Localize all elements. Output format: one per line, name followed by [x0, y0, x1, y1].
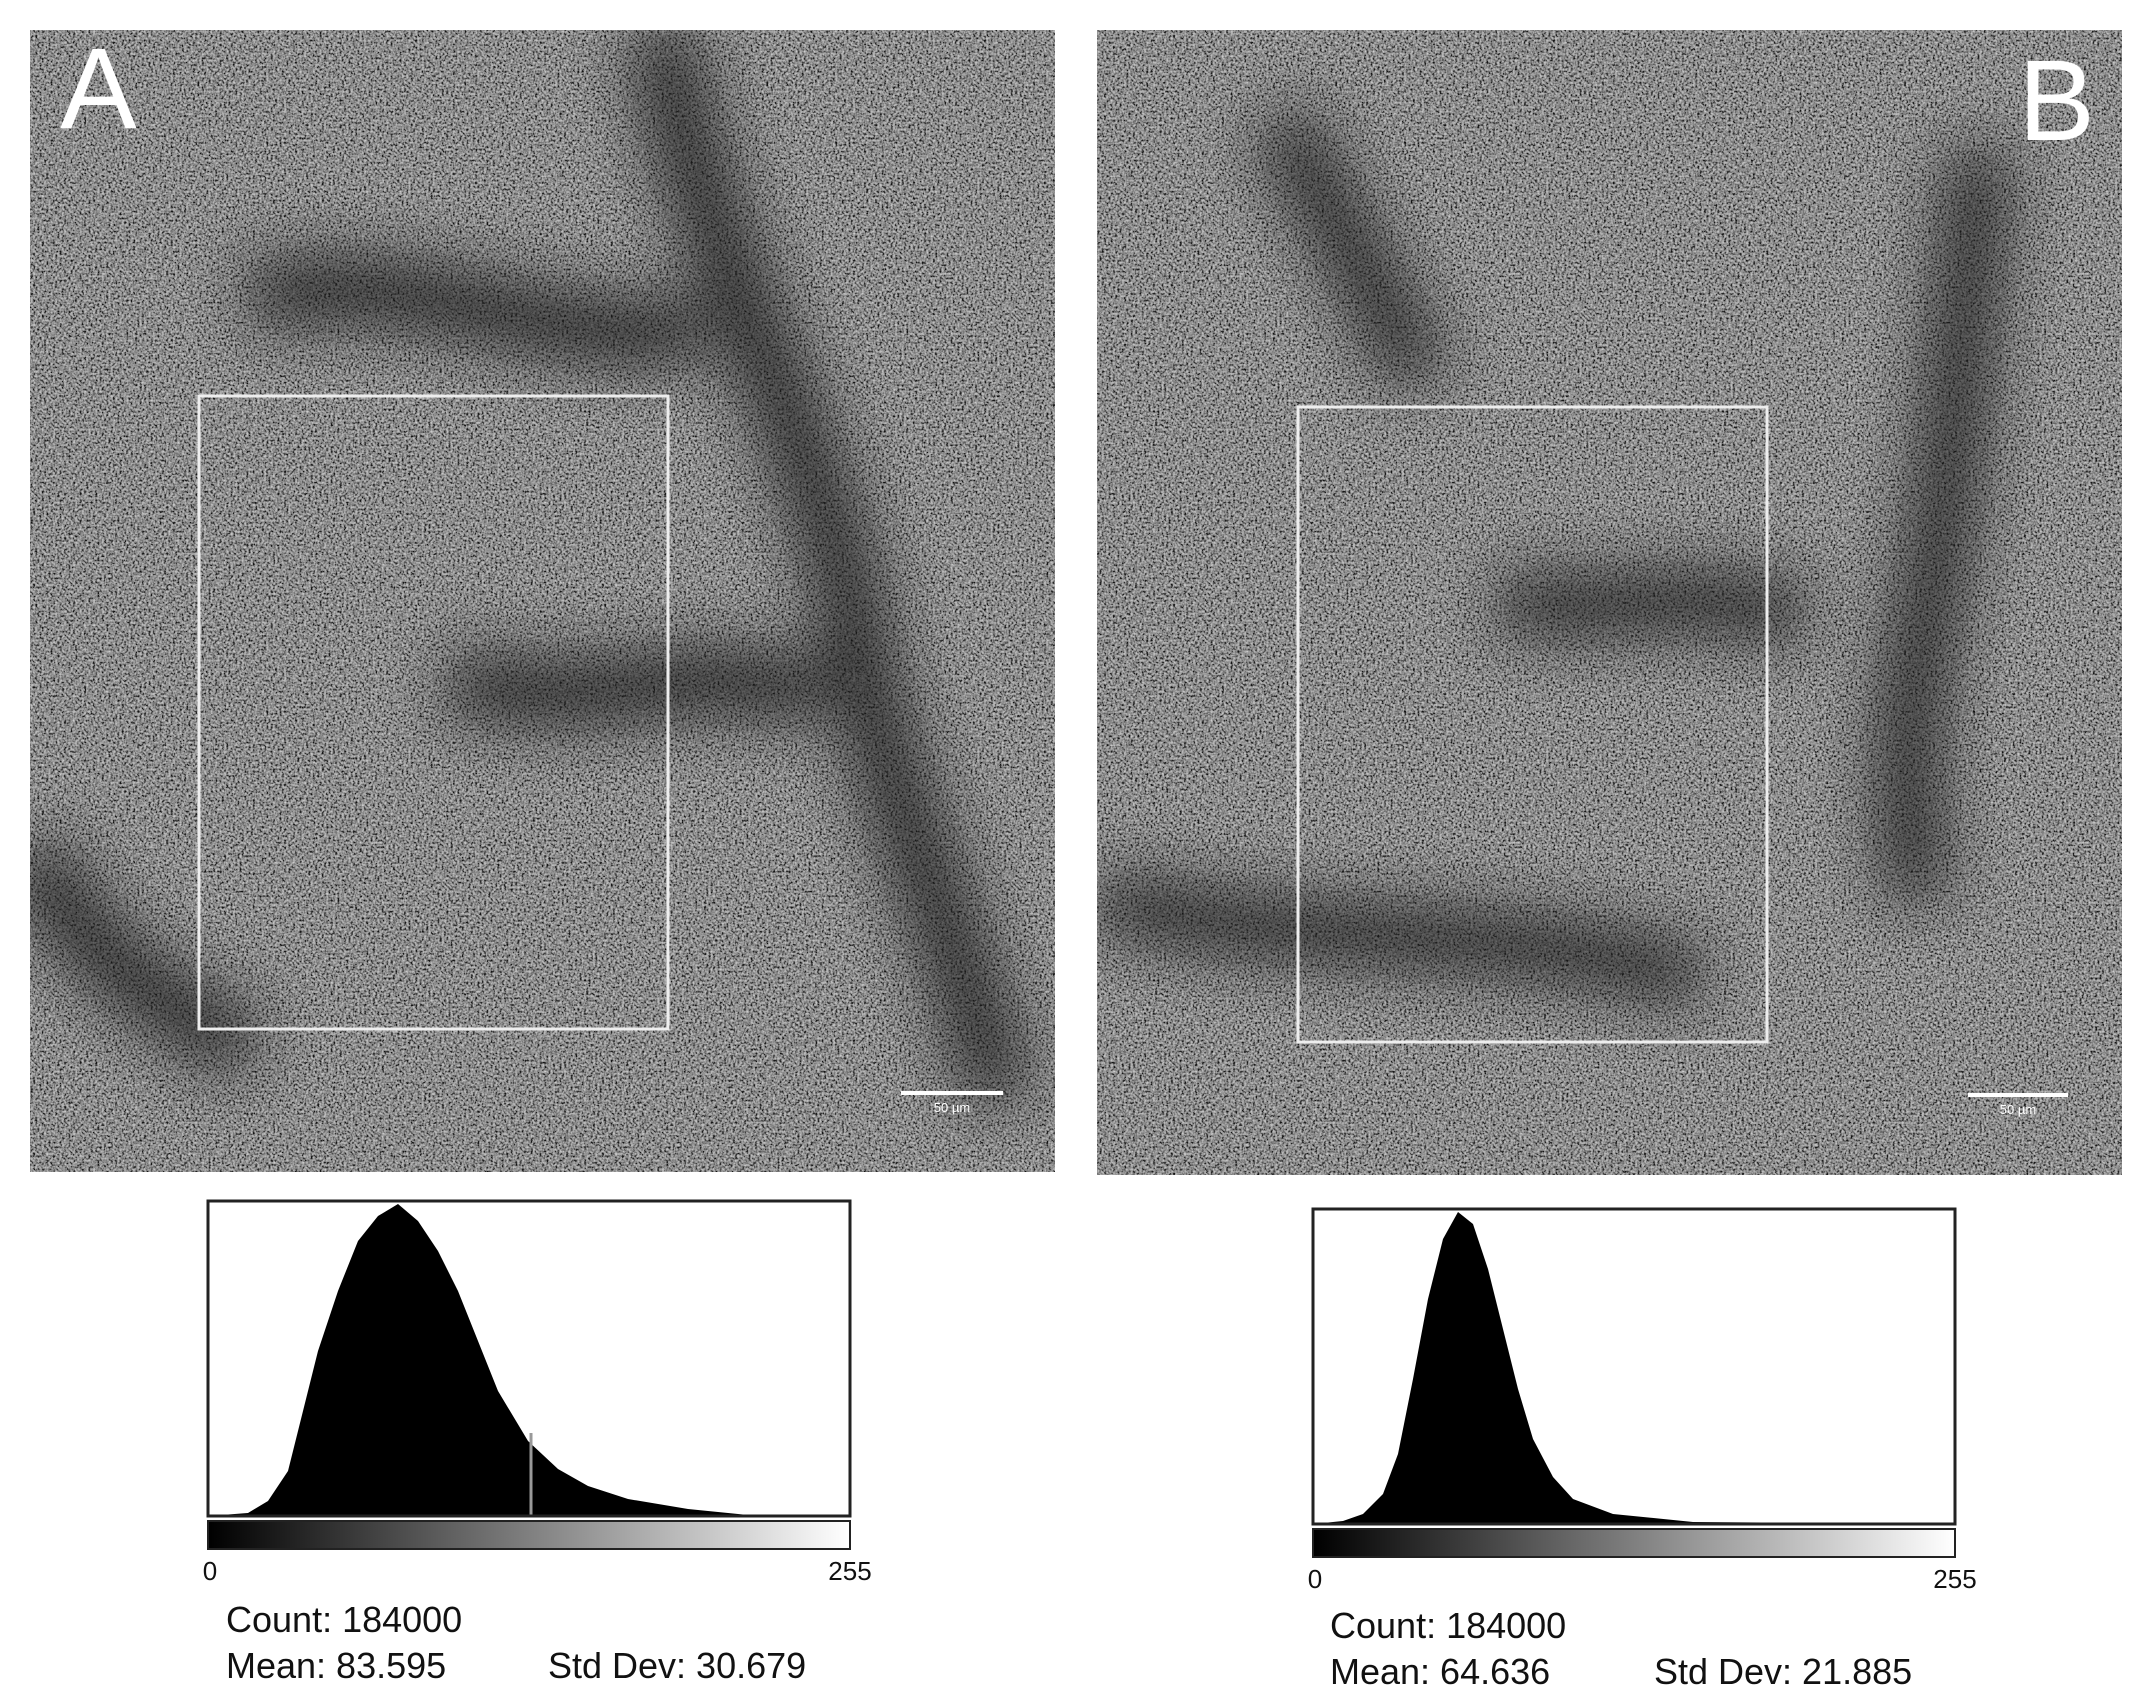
mean: Mean: 64.636: [1330, 1651, 1550, 1692]
histogram-a: [206, 1199, 852, 1550]
mean: Mean: 83.595: [226, 1645, 446, 1686]
axis-max: 255: [1933, 1564, 1976, 1594]
scale-bar-label: 50 µm: [2000, 1102, 2036, 1117]
scale-bar-label: 50 µm: [934, 1100, 970, 1115]
roi-box: [1296, 405, 1769, 1044]
std-dev: Std Dev: 30.679: [548, 1645, 806, 1686]
axis-min: 0: [203, 1556, 217, 1586]
histogram-frame: [1311, 1207, 1957, 1526]
count: Count: 184000: [226, 1599, 462, 1640]
image-b: [1097, 30, 2122, 1175]
histogram-frame: [206, 1199, 852, 1518]
image-a: [30, 30, 1055, 1172]
count: Count: 184000: [1330, 1605, 1566, 1646]
histogram-shape: [208, 1204, 850, 1516]
gray-scale-bar: [207, 1520, 851, 1550]
panel-label: B: [2018, 37, 2095, 165]
gray-scale-bar: [1312, 1528, 1956, 1558]
axis-max: 255: [828, 1556, 871, 1586]
axis-min: 0: [1308, 1564, 1322, 1594]
histogram-b: [1311, 1207, 1957, 1558]
histogram-shape: [1313, 1212, 1955, 1524]
roi-box: [197, 394, 670, 1031]
std-dev: Std Dev: 21.885: [1654, 1651, 1912, 1692]
panel-label: A: [60, 25, 137, 153]
